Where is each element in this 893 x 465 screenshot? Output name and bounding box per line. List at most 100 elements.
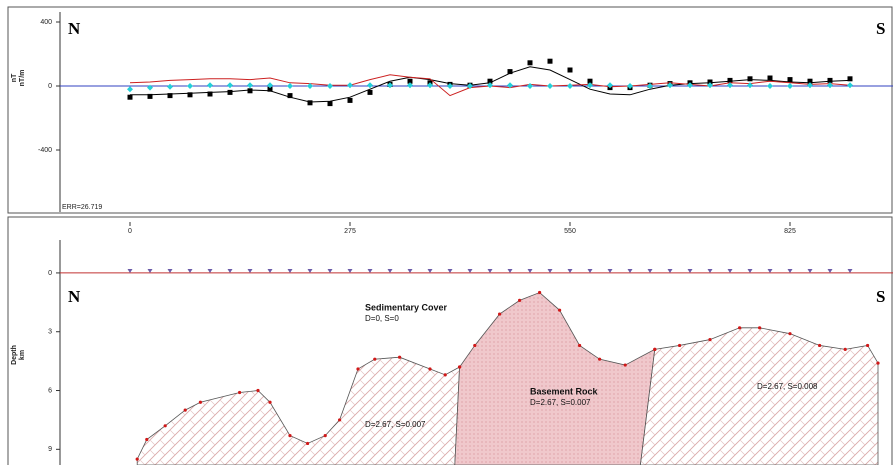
vertex (473, 344, 476, 347)
station (848, 269, 853, 273)
diamond-point (127, 86, 133, 92)
diamond-point (227, 82, 233, 88)
top-panel (8, 7, 892, 213)
vertex (428, 367, 431, 370)
vertex (653, 348, 656, 351)
station (188, 269, 193, 273)
vertex (758, 326, 761, 329)
station (468, 269, 473, 273)
vertex (498, 312, 501, 315)
station (788, 269, 793, 273)
south-label: S (876, 19, 885, 38)
diamond-point (847, 82, 853, 88)
cover-label: Sedimentary Cover (365, 302, 448, 312)
station (428, 269, 433, 273)
vertex (738, 326, 741, 329)
vertex (866, 344, 869, 347)
vertex (844, 348, 847, 351)
observed-point (728, 78, 733, 83)
station (348, 269, 353, 273)
diamond-point (347, 82, 353, 88)
observed-point (788, 77, 793, 82)
body-params: D=2.67, S=0.008 (757, 382, 818, 391)
y-tick-label: 6 (48, 387, 52, 394)
vertex (256, 389, 259, 392)
vertex (306, 442, 309, 445)
station (608, 269, 613, 273)
y-axis-label: Depth (11, 345, 18, 365)
station (228, 269, 233, 273)
y-tick-label: 9 (48, 446, 52, 453)
south-label: S (876, 287, 885, 306)
y-tick-label: -400 (38, 147, 52, 154)
body-label: Basement Rock (530, 386, 599, 396)
vertex (598, 358, 601, 361)
station (728, 269, 733, 273)
vertex (145, 438, 148, 441)
vertex (324, 434, 327, 437)
x-tick-label: 275 (344, 228, 356, 235)
observed-point (368, 90, 373, 95)
vertex (184, 409, 187, 412)
vertex (458, 365, 461, 368)
station (508, 269, 513, 273)
diamond-point (327, 83, 333, 89)
y-axis-label: km (19, 350, 26, 360)
station (548, 269, 553, 273)
diamond-point (567, 83, 573, 89)
diamond-point (187, 83, 193, 89)
north-label: N (68, 19, 81, 38)
vertex (678, 344, 681, 347)
vertex (578, 344, 581, 347)
station (288, 269, 293, 273)
station (668, 269, 673, 273)
observed-point (348, 98, 353, 103)
vertex (164, 424, 167, 427)
station (448, 269, 453, 273)
station (148, 269, 153, 273)
diamond-point (167, 84, 173, 90)
observed-point (308, 100, 313, 105)
station (768, 269, 773, 273)
diamond-point (367, 82, 373, 88)
station (588, 269, 593, 273)
station (688, 269, 693, 273)
observed-point (128, 95, 133, 100)
y-tick-label: 400 (40, 19, 52, 26)
diamond-point (767, 83, 773, 89)
station (308, 269, 313, 273)
vertex (788, 332, 791, 335)
vertex (818, 344, 821, 347)
diamond-point (547, 83, 553, 89)
station (648, 269, 653, 273)
station (208, 269, 213, 273)
station (168, 269, 173, 273)
observed-point (568, 68, 573, 73)
body-params: D=2.67, S=0.007 (365, 420, 426, 429)
station (328, 269, 333, 273)
x-tick-label: 550 (564, 228, 576, 235)
cover-params: D=0, S=0 (365, 314, 399, 323)
station (568, 269, 573, 273)
vertex (876, 361, 879, 364)
station (388, 269, 393, 273)
y-tick-label: 3 (48, 329, 52, 336)
x-tick-label: 825 (784, 228, 796, 235)
station (268, 269, 273, 273)
body (455, 293, 655, 465)
body (640, 328, 878, 465)
station (408, 269, 413, 273)
observed-point (748, 76, 753, 81)
station (808, 269, 813, 273)
station (128, 269, 133, 273)
vertex (708, 338, 711, 341)
vertex (268, 401, 271, 404)
observed-point (228, 90, 233, 95)
body-params: D=2.67, S=0.007 (530, 398, 591, 407)
vertex (518, 299, 521, 302)
observed-point (548, 59, 553, 64)
observed-point (328, 101, 333, 106)
diamond-point (827, 82, 833, 88)
vertex (288, 434, 291, 437)
diamond-point (787, 83, 793, 89)
